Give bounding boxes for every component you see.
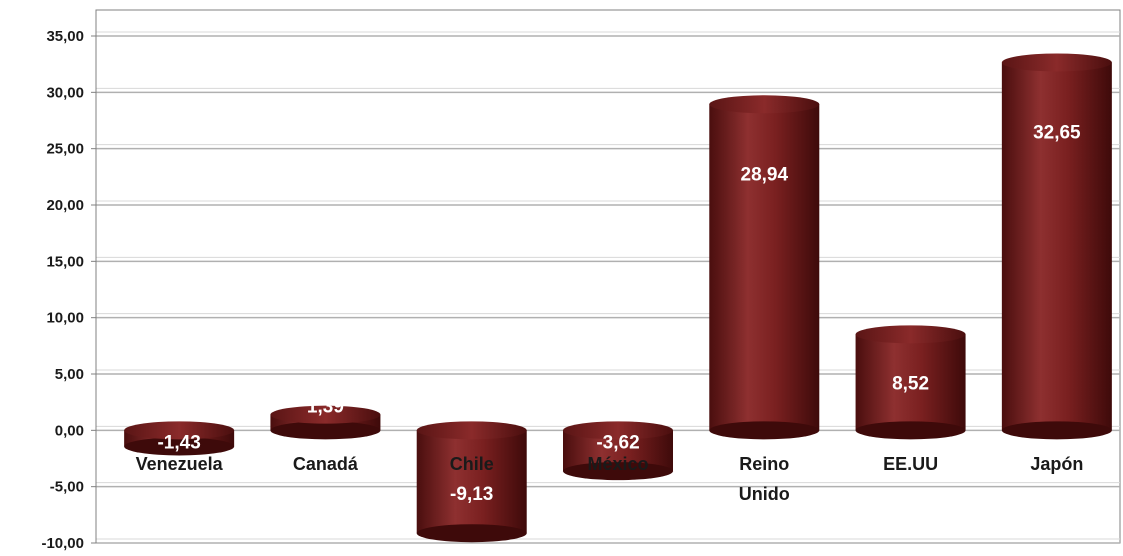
y-tick-label: -10,00 — [41, 535, 84, 552]
x-category-label: EE.UU — [883, 454, 938, 474]
bar-cap — [270, 405, 381, 424]
y-tick-label: 35,00 — [46, 28, 84, 45]
x-category-label: Reino — [739, 454, 789, 474]
bar-5 — [709, 95, 820, 440]
bar-bottom — [270, 421, 381, 440]
bar-body — [855, 334, 966, 431]
data-label: -1,43 — [157, 432, 200, 453]
bar-cap — [124, 421, 235, 440]
bar-6 — [855, 325, 966, 440]
bar-2 — [270, 405, 381, 440]
bar-bottom — [855, 421, 966, 440]
bar-cap — [563, 421, 673, 440]
bar-bottom — [563, 462, 673, 481]
bar-bottom — [709, 421, 820, 440]
data-label: 1,39 — [307, 397, 344, 418]
y-tick-label: 5,00 — [55, 366, 84, 383]
y-tick-label: 15,00 — [46, 253, 84, 270]
data-label: -9,13 — [450, 484, 493, 505]
bar-body — [1001, 62, 1112, 431]
bar-7 — [1001, 53, 1112, 440]
bar-bottom — [416, 524, 527, 543]
bars — [124, 53, 1112, 543]
x-category-label: México — [587, 454, 648, 474]
data-label: -3,62 — [596, 432, 639, 453]
bar-bottom — [124, 437, 235, 456]
bar-cap — [855, 325, 966, 344]
bar-cap — [416, 421, 527, 440]
bar-body — [416, 430, 527, 534]
data-labels: -1,43 1,39 -9,13 -3,62 28,94 8,52 32,65 — [157, 122, 1081, 505]
x-category-label: Unido — [739, 484, 790, 504]
data-label: 32,65 — [1033, 122, 1081, 143]
x-category-label: Japón — [1030, 454, 1083, 474]
bar-1 — [124, 421, 235, 456]
x-category-label: Venezuela — [136, 454, 224, 474]
bar-4 — [563, 421, 673, 481]
y-tick-label: 10,00 — [46, 310, 84, 327]
x-category-label: Canadá — [293, 454, 359, 474]
y-tick-label: -5,00 — [50, 479, 84, 496]
x-axis-categories: Venezuela Canadá Chile México Reino Unido EE.U… — [136, 454, 1084, 504]
bar-body — [709, 104, 820, 431]
y-tick-label: 30,00 — [46, 84, 84, 101]
bar-cap — [709, 95, 820, 114]
bar-3 — [416, 421, 527, 543]
y-axis-ticks: -10,00 -5,00 0,00 5,00 10,00 15,00 20,00 25,00 3… — [41, 28, 96, 552]
data-label: 28,94 — [741, 164, 789, 185]
y-tick-label: 25,00 — [46, 141, 84, 158]
x-category-label: Chile — [450, 454, 494, 474]
bar-bottom — [1001, 421, 1112, 440]
y-tick-label: 20,00 — [46, 197, 84, 214]
data-label: 8,52 — [892, 373, 929, 394]
y-tick-label: 0,00 — [55, 422, 84, 439]
bar-cap — [1001, 53, 1112, 72]
